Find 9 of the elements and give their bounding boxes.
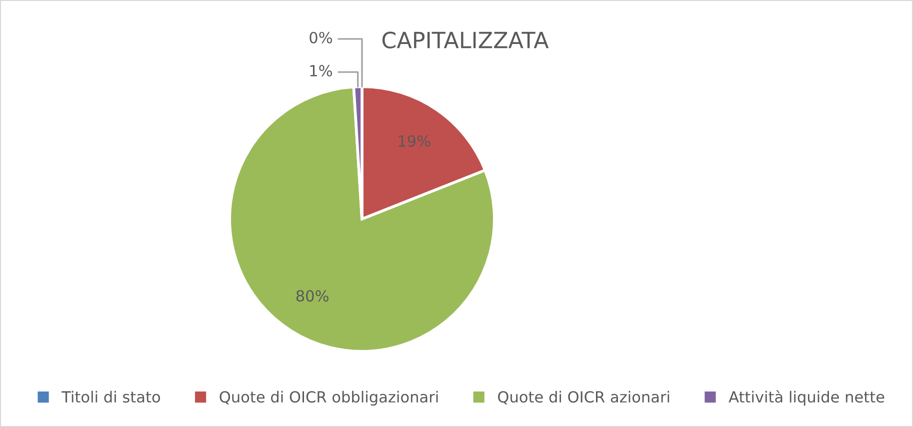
legend-label: Titoli di stato [62,390,160,403]
legend-label: Quote di OICR obbligazionari [220,390,438,406]
data-label: 80% [296,290,328,302]
text: 0% [310,32,332,44]
legend-label: Attività liquide nette [728,390,884,406]
chart-title: CAPITALIZZATA [382,32,549,48]
data-label: 19% [398,135,430,147]
data-label: 1% [310,64,332,76]
legend-label: Quote di OICR azionari [498,390,670,404]
